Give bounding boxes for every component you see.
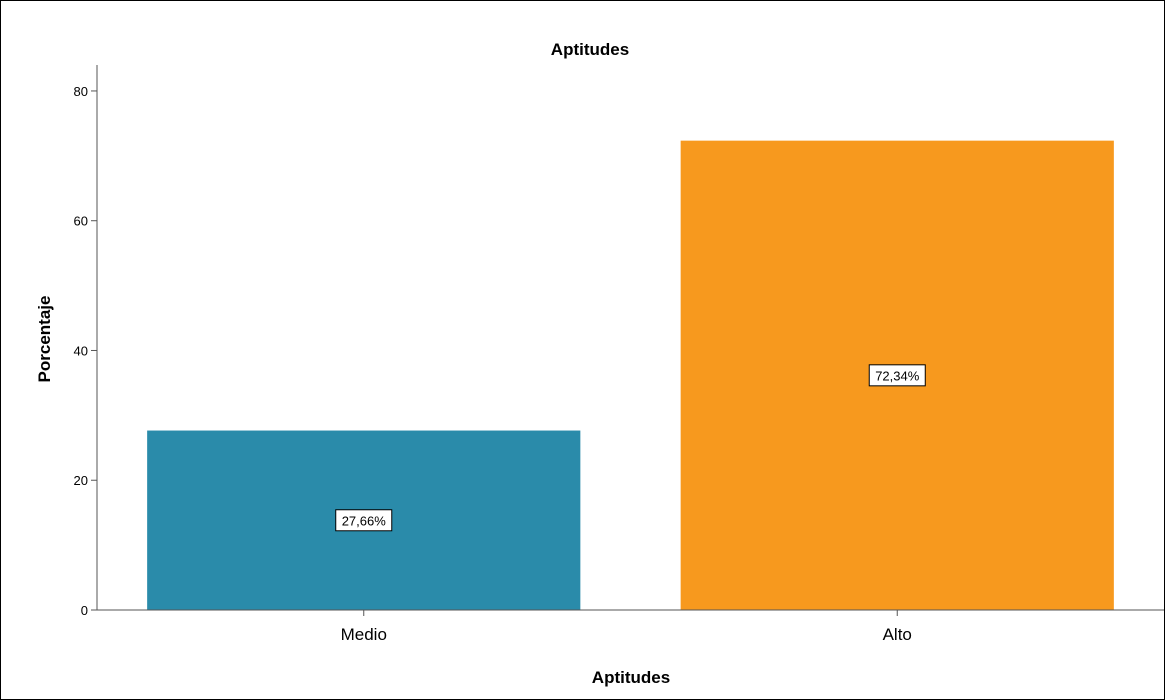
y-tick-label: 20 [74,473,88,488]
data-label-box [868,364,926,387]
data-label-box [335,509,393,532]
y-tick-label: 60 [74,214,88,229]
y-tick-label: 40 [74,343,88,358]
chart-title: Aptitudes [551,40,629,59]
y-tick-label: 80 [74,84,88,99]
y-tick-label: 0 [81,603,88,618]
y-axis-title: Porcentaje [35,296,54,383]
data-label: 72,34% [875,368,920,383]
x-tick-label: Medio [341,625,387,644]
data-label: 27,66% [342,513,387,528]
x-axis-title: Aptitudes [592,668,670,687]
x-tick-label: Alto [883,625,912,644]
plot-area: 0 20 40 60 80 Medio 27,66% Alto 72,34% [74,84,1114,644]
